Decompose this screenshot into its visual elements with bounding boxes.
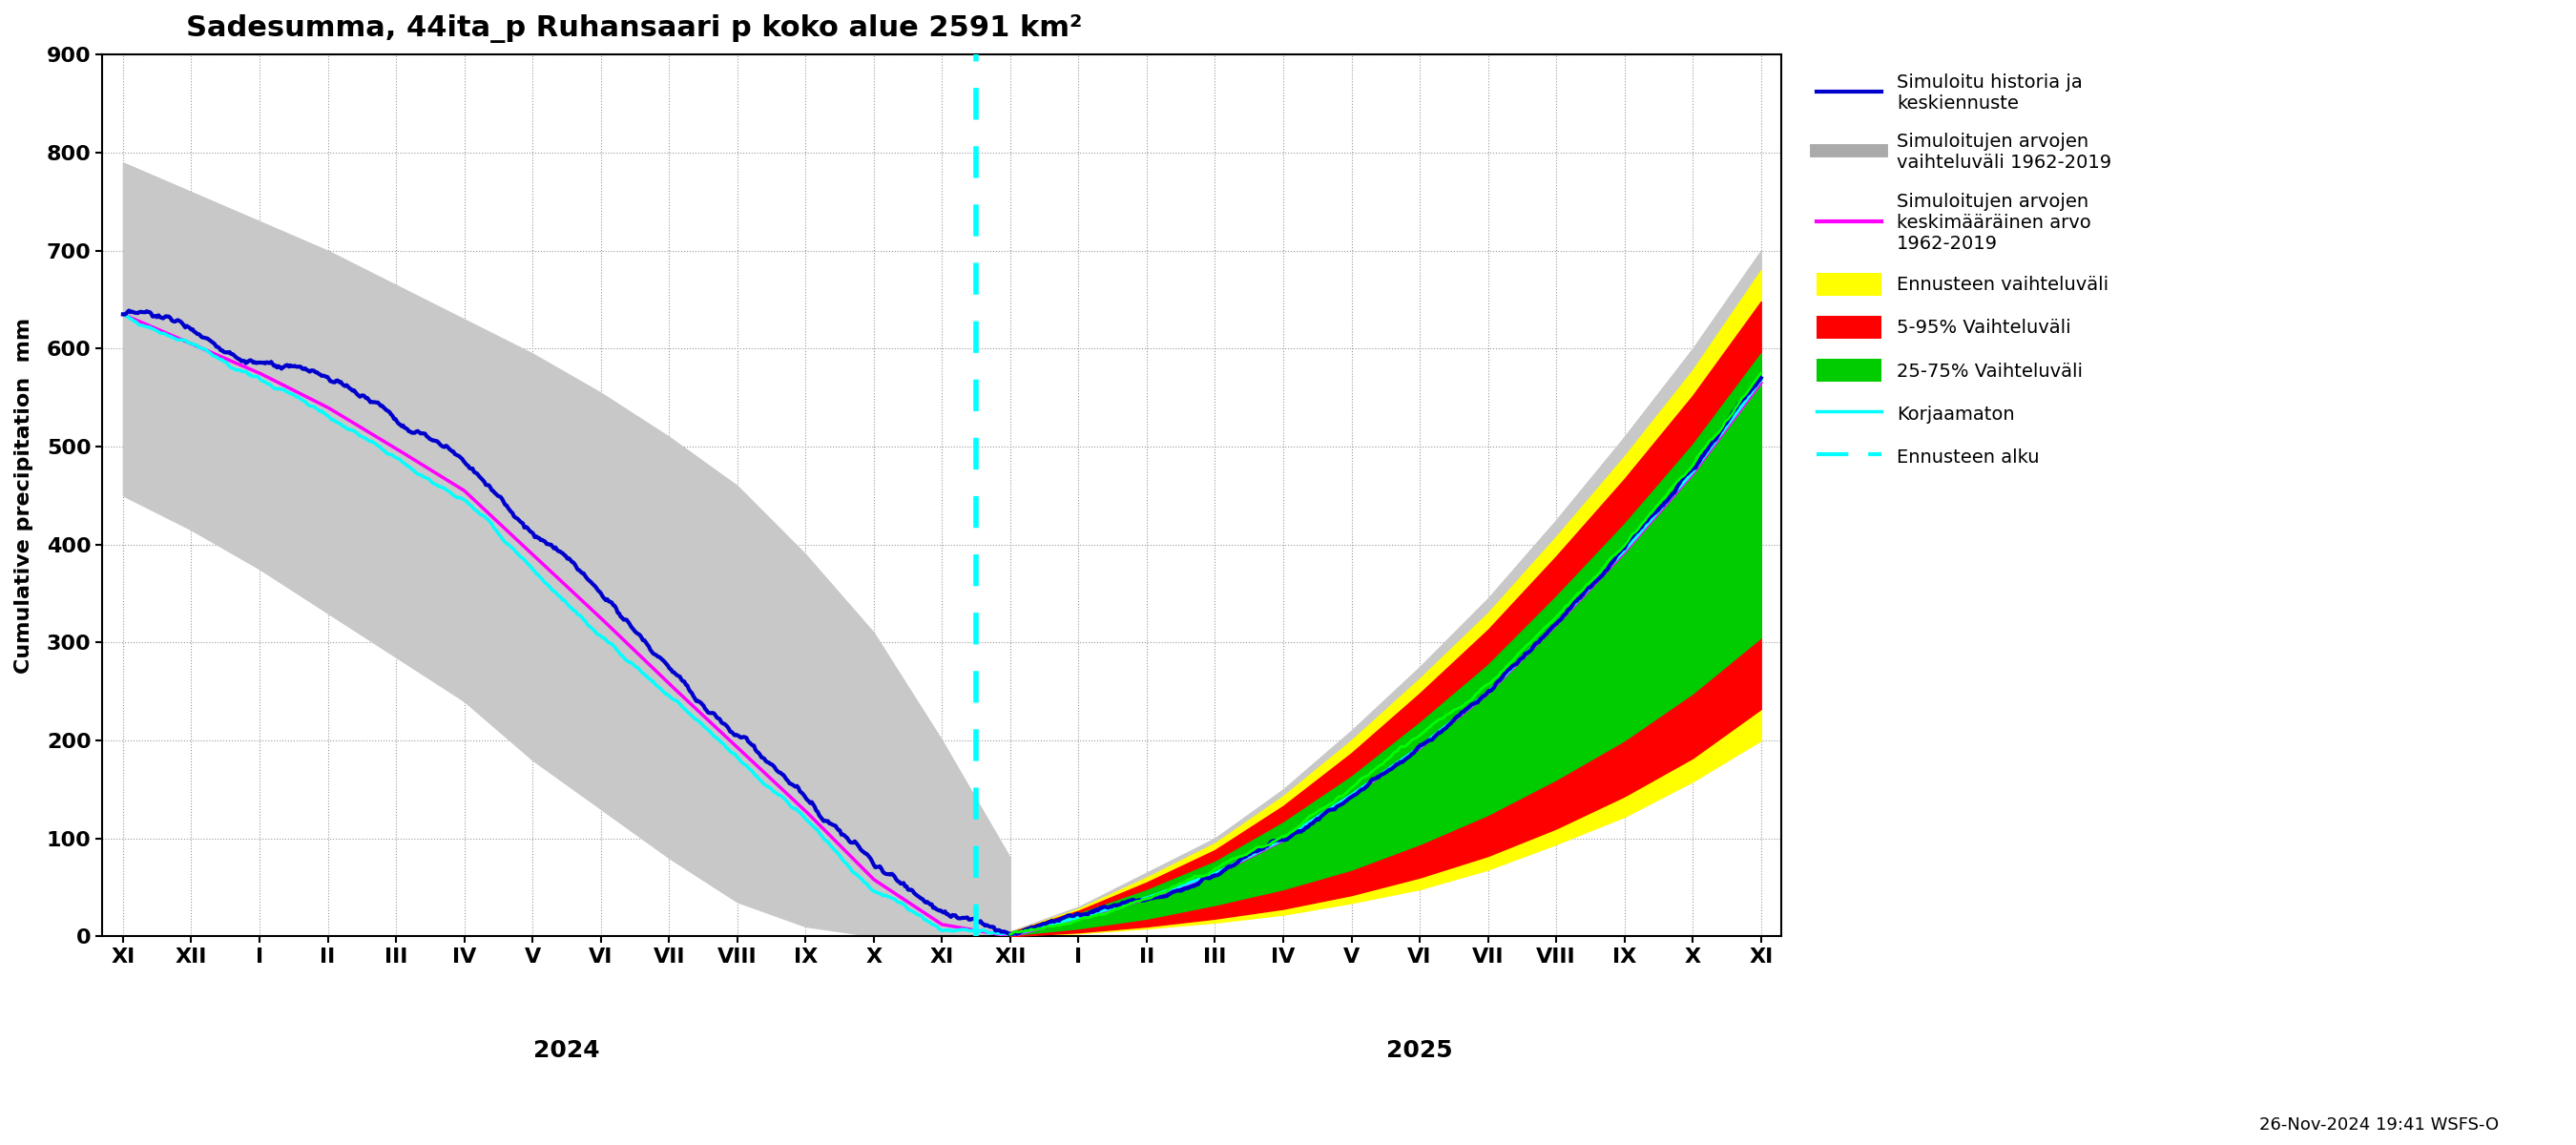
Text: 26-Nov-2024 19:41 WSFS-O: 26-Nov-2024 19:41 WSFS-O bbox=[2259, 1116, 2499, 1134]
Text: Sadesumma, 44ita_p Ruhansaari p koko alue 2591 km²: Sadesumma, 44ita_p Ruhansaari p koko alu… bbox=[185, 14, 1082, 42]
Legend: Simuloitu historia ja
keskiennuste, Simuloitujen arvojen
vaihteluväli 1962-2019,: Simuloitu historia ja keskiennuste, Simu… bbox=[1808, 64, 2120, 477]
Y-axis label: Cumulative precipitation  mm: Cumulative precipitation mm bbox=[15, 317, 33, 673]
Text: 2025: 2025 bbox=[1386, 1039, 1453, 1061]
Text: 2024: 2024 bbox=[533, 1039, 600, 1061]
